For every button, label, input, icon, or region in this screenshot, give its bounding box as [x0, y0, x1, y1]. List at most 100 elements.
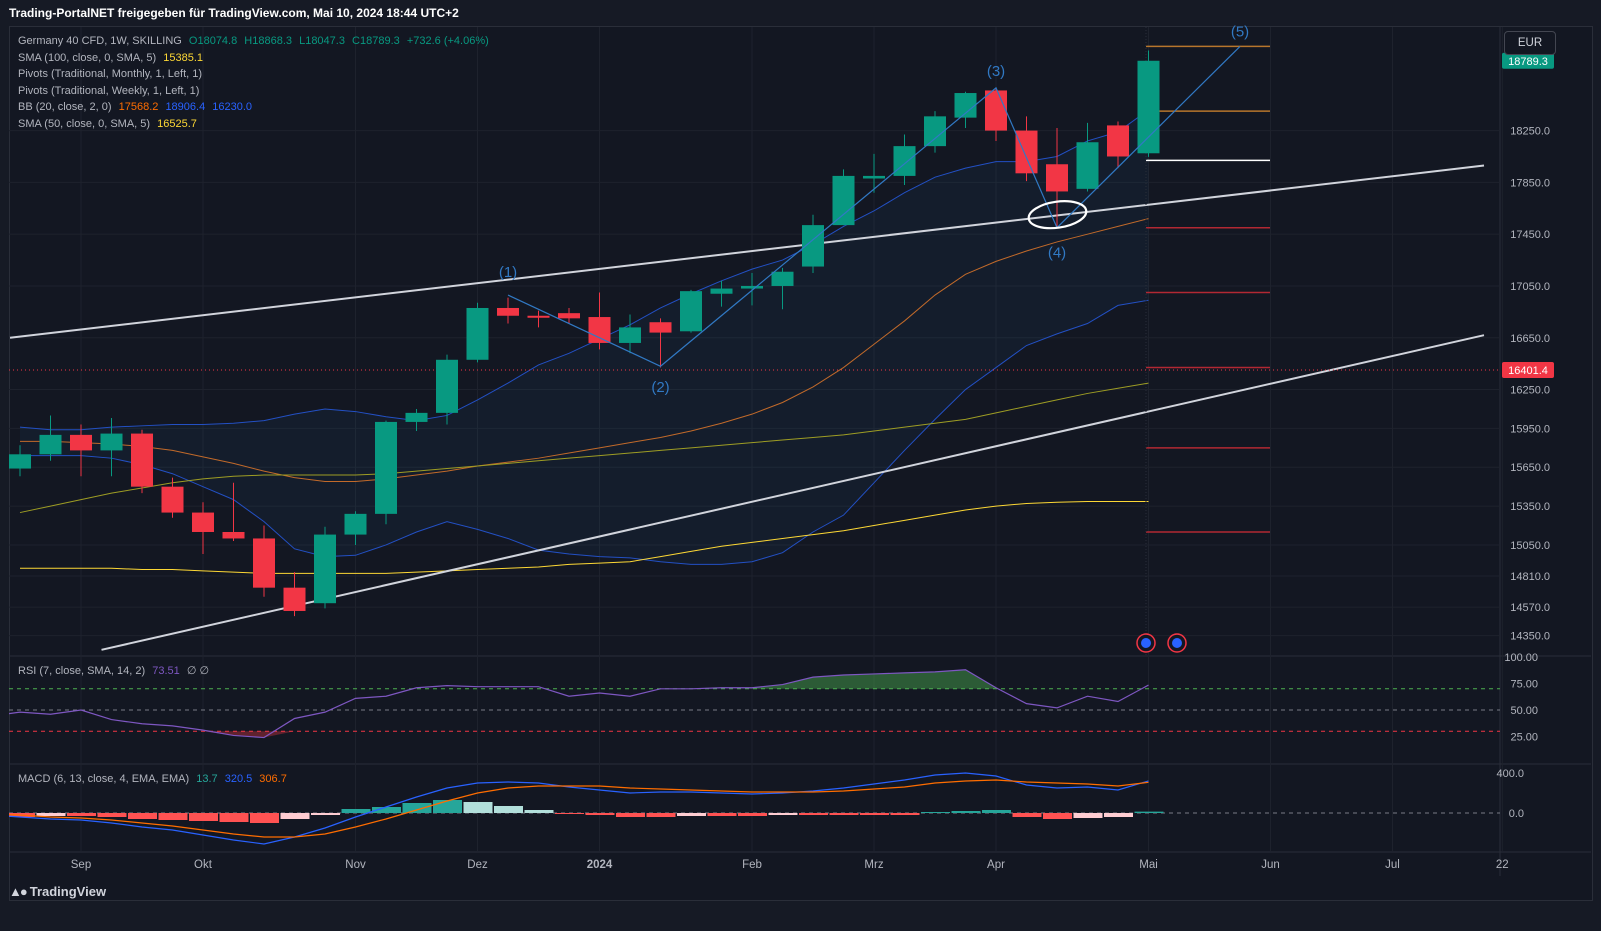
macd-histogram-bar — [372, 807, 401, 813]
x-tick-label: Dez — [467, 859, 488, 871]
main-legend: Germany 40 CFD, 1W, SKILLING O18074.8 H1… — [18, 33, 489, 133]
legend-bb-lower: 16230.0 — [212, 101, 253, 114]
bb-fill — [20, 109, 1149, 565]
x-tick-label: Nov — [345, 859, 366, 871]
macd-histogram-bar — [1134, 811, 1164, 813]
y-tick-label: 14810.0 — [1510, 571, 1550, 583]
macd-histogram-bar — [433, 800, 462, 813]
legend-sma100-row[interactable]: SMA (100, close, 0, SMA, 5) 15385.1 — [18, 50, 489, 67]
legend-sma100-value: 15385.1 — [163, 51, 203, 64]
candle-body — [466, 307, 489, 360]
rsi-line — [9, 669, 1149, 739]
footer-brand[interactable]: ▲● TradingView — [9, 884, 106, 899]
candle-body — [131, 433, 153, 487]
candle-body — [436, 359, 458, 413]
macd-line — [9, 772, 1149, 845]
macd-histogram-bar — [677, 813, 706, 816]
rsi-tick-label: 50.00 — [1510, 705, 1538, 717]
wave-label: (2) — [651, 379, 669, 396]
candle-body — [1107, 125, 1129, 157]
macd-histogram-bar — [1073, 813, 1103, 818]
y-tick-label: 15050.0 — [1510, 540, 1550, 552]
publisher-bar: Trading-PortalNET freigegeben für Tradin… — [0, 0, 1601, 26]
y-tick-label: 16250.0 — [1510, 385, 1550, 397]
macd-histogram-bar — [524, 810, 554, 813]
price-tag-label: 16401.4 — [1508, 365, 1548, 377]
macd-histogram-bar — [36, 813, 66, 816]
candle-body — [222, 531, 245, 539]
legend-pivots-monthly-row[interactable]: Pivots (Traditional, Monthly, 1, Left, 1… — [18, 66, 489, 83]
x-tick-label: Mrz — [864, 859, 883, 871]
bb-upper-line — [19, 109, 1149, 431]
legend-rsi-value: 73.51 — [152, 665, 180, 677]
publisher-text: Trading-PortalNET freigegeben für Tradin… — [9, 6, 459, 20]
legend-macd-hist: 13.7 — [196, 773, 218, 785]
sma50-line — [19, 382, 1149, 514]
wave-label: (5) — [1231, 23, 1249, 40]
x-tick-label: Okt — [194, 859, 213, 871]
legend-rsi-label: RSI (7, close, SMA, 14, 2) — [18, 665, 146, 677]
candle-body — [710, 288, 733, 294]
macd-histogram-bar — [585, 813, 615, 815]
legend-pivots-weekly-row[interactable]: Pivots (Traditional, Weekly, 1, Left, 1) — [18, 83, 489, 100]
candle-body — [497, 307, 519, 316]
legend-bb-upper: 18906.4 — [165, 101, 206, 114]
macd-histogram-bar — [463, 802, 493, 813]
macd-histogram-bar — [280, 813, 310, 819]
trendline-1 — [9, 164, 1485, 339]
macd-histogram-bar — [555, 813, 584, 814]
candle-body — [588, 317, 611, 343]
macd-histogram-bar — [341, 809, 371, 813]
macd-histogram-bar — [860, 813, 889, 815]
candle-body — [314, 534, 336, 604]
currency-button[interactable]: EUR — [1504, 31, 1556, 55]
rsi-legend[interactable]: RSI (7, close, SMA, 14, 2) 73.51 ∅ ∅ — [18, 663, 209, 680]
candle-body — [253, 538, 275, 588]
bb-lower-line — [20, 299, 1149, 565]
macd-histogram-bar — [1043, 813, 1072, 819]
highlight-ellipse — [1027, 200, 1088, 230]
candle-body — [893, 146, 916, 176]
candle-body — [1137, 60, 1160, 154]
macd-histogram-bar — [829, 813, 859, 815]
candle-body — [405, 412, 428, 422]
macd-histogram-bar — [982, 810, 1011, 813]
legend-close: C18789.3 — [352, 35, 400, 47]
y-tick-label: 14570.0 — [1510, 602, 1550, 614]
candle-body — [1015, 130, 1038, 174]
legend-macd-macd: 320.5 — [224, 773, 253, 785]
macd-histogram-bar — [890, 813, 920, 815]
legend-bb-basis: 17568.2 — [118, 101, 159, 114]
y-tick-label: 16650.0 — [1510, 333, 1550, 345]
candle-body — [527, 315, 550, 318]
x-tick-label: Feb — [742, 859, 762, 871]
legend-symbol: Germany 40 CFD, 1W, SKILLING — [18, 35, 182, 47]
macd-signal-line — [9, 779, 1149, 838]
macd-histogram-bar — [1012, 813, 1042, 817]
legend-sma50-row[interactable]: SMA (50, close, 0, SMA, 5) 16525.7 — [18, 116, 489, 133]
rsi-tick-label: 75.00 — [1510, 679, 1538, 691]
y-tick-label: 15650.0 — [1510, 462, 1550, 474]
candle-body — [9, 454, 31, 469]
candle-body — [558, 313, 580, 319]
candle-body — [863, 175, 885, 179]
candle-body — [832, 175, 855, 226]
candle-body — [680, 291, 702, 332]
footer-brand-text: TradingView — [29, 884, 107, 899]
macd-histogram-bar — [128, 813, 157, 819]
candle-body — [954, 93, 977, 118]
y-tick-label: 17850.0 — [1510, 177, 1550, 189]
macd-histogram-bar — [951, 811, 981, 813]
candle-body — [39, 434, 62, 455]
candle-body — [1046, 164, 1068, 192]
macd-legend[interactable]: MACD (6, 13, close, 4, EMA, EMA) 13.7 32… — [18, 771, 287, 788]
legend-bb-row[interactable]: BB (20, close, 2, 0) 17568.2 18906.4 162… — [18, 99, 489, 116]
legend-symbol-row: Germany 40 CFD, 1W, SKILLING O18074.8 H1… — [18, 33, 489, 50]
macd-histogram-bar — [189, 813, 218, 821]
macd-histogram-bar — [219, 813, 249, 822]
price-tag-bg — [1502, 52, 1554, 69]
legend-low: L18047.3 — [299, 35, 345, 47]
candle-body — [100, 433, 123, 451]
legend-pivots-monthly-label: Pivots (Traditional, Monthly, 1, Left, 1… — [18, 68, 203, 81]
